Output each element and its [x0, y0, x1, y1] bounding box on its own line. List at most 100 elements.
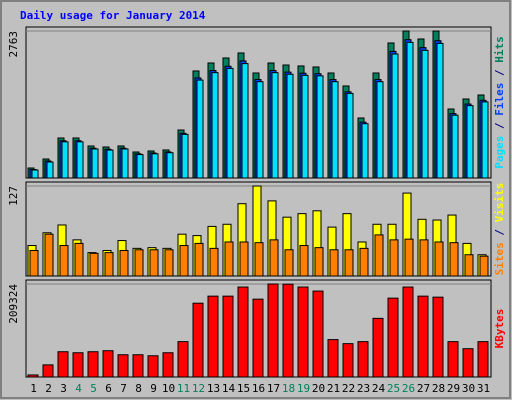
bar [252, 298, 264, 378]
x-tick-label: 2 [45, 382, 52, 395]
x-tick-label: 17 [267, 382, 280, 395]
bar [164, 249, 174, 277]
bar [102, 350, 114, 378]
bar [342, 343, 354, 378]
x-tick-label: 8 [135, 382, 142, 395]
bar [466, 105, 474, 179]
bar [447, 341, 459, 378]
x-tick-label: 21 [327, 382, 340, 395]
bar [481, 101, 489, 179]
legend-entry: Visits [493, 183, 506, 223]
x-tick-label: 7 [120, 382, 127, 395]
y-tick-label: 209324 [7, 284, 20, 324]
bar [179, 245, 189, 277]
x-tick-label: 10 [162, 382, 175, 395]
bar [207, 295, 219, 378]
bar [434, 241, 444, 277]
bar [449, 242, 459, 277]
bar [44, 233, 54, 277]
bar [106, 149, 114, 179]
bar [59, 245, 69, 277]
x-tick-label: 26 [402, 382, 415, 395]
x-tick-label: 22 [342, 382, 355, 395]
bar [76, 141, 84, 179]
bar [31, 169, 39, 179]
bar [301, 74, 309, 179]
bar [299, 245, 309, 277]
x-tick-label: 13 [207, 382, 220, 395]
bar [389, 239, 399, 277]
bar [271, 72, 279, 179]
bar [91, 148, 99, 179]
bar [387, 297, 399, 378]
bar [346, 92, 354, 179]
bar [284, 249, 294, 277]
x-tick-label: 14 [222, 382, 236, 395]
bar [162, 352, 174, 378]
bar [87, 351, 99, 378]
legend-separator: / [493, 116, 506, 136]
legend-separator: / [493, 63, 506, 83]
x-tick-label: 20 [312, 382, 325, 395]
x-tick-label: 4 [75, 382, 82, 395]
bar [329, 249, 339, 277]
bar [61, 141, 69, 179]
legend-entry: Files [493, 83, 506, 116]
bar [417, 295, 429, 378]
x-tick-label: 6 [105, 382, 112, 395]
bar [194, 242, 204, 277]
bar [166, 152, 174, 179]
bar [391, 53, 399, 179]
bar [344, 249, 354, 277]
legend: Pages / Files / Hits [493, 36, 506, 169]
bar [46, 161, 54, 179]
x-tick-label: 15 [237, 382, 250, 395]
bar [374, 234, 384, 277]
bar [331, 81, 339, 179]
bar [357, 341, 369, 378]
bar [57, 351, 69, 378]
bar [136, 154, 144, 179]
bar [479, 255, 489, 277]
bar [237, 286, 249, 378]
x-tick-label: 1 [30, 382, 37, 395]
bar [286, 73, 294, 179]
bar [181, 133, 189, 179]
legend-entry: KBytes [493, 309, 506, 349]
bar [177, 341, 189, 378]
x-tick-label: 19 [297, 382, 310, 395]
y-tick-label: 2763 [7, 31, 20, 58]
bar [359, 247, 369, 277]
bar [404, 238, 414, 277]
bar [267, 283, 279, 378]
x-tick-label: 29 [447, 382, 460, 395]
bar [134, 249, 144, 277]
bar [117, 354, 129, 378]
bar [464, 254, 474, 277]
bar [104, 252, 114, 277]
bar [372, 317, 384, 378]
bar [312, 290, 324, 378]
bar [376, 81, 384, 179]
bar [192, 302, 204, 378]
bar [89, 252, 99, 277]
bar [209, 247, 219, 277]
legend-entry: Sites [493, 242, 506, 275]
bar [121, 148, 129, 179]
bar [327, 339, 339, 378]
bar [196, 79, 204, 179]
bar [119, 249, 129, 277]
x-tick-label: 3 [60, 382, 67, 395]
bar [419, 239, 429, 277]
x-tick-label: 11 [177, 382, 190, 395]
bar [74, 242, 84, 277]
legend-entry: Pages [493, 136, 506, 169]
bar [224, 241, 234, 277]
bar [29, 249, 39, 277]
bar [42, 364, 54, 378]
x-tick-label: 31 [477, 382, 490, 395]
bar [269, 239, 279, 277]
legend-entry: Hits [493, 36, 506, 63]
